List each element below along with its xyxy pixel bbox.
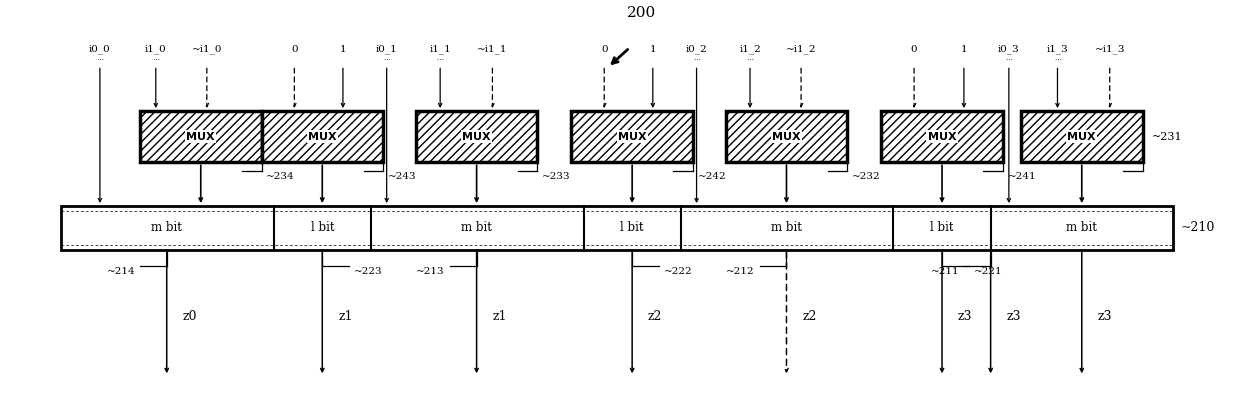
Text: ~231: ~231 [1152, 132, 1183, 142]
Text: ~213: ~213 [417, 267, 445, 276]
Text: 1: 1 [340, 44, 346, 54]
Text: m bit: m bit [1066, 221, 1097, 234]
Text: ~243: ~243 [388, 172, 417, 181]
Bar [262, 111, 383, 162]
Text: MUX: MUX [308, 132, 336, 142]
Text: l bit: l bit [930, 221, 954, 234]
Text: 1: 1 [961, 44, 967, 54]
Text: ~210: ~210 [1180, 221, 1215, 234]
Text: 1: 1 [650, 44, 656, 54]
Text: z1: z1 [492, 310, 507, 323]
Text: ~234: ~234 [267, 172, 295, 181]
Text: ~222: ~222 [663, 267, 692, 276]
Text: m bit: m bit [151, 221, 182, 234]
Text: z0: z0 [182, 310, 197, 323]
Text: i0_2: i0_2 [686, 44, 708, 54]
Text: ~211: ~211 [930, 267, 959, 276]
Text: …: … [436, 55, 444, 61]
Text: ~223: ~223 [353, 267, 382, 276]
Text: ~242: ~242 [698, 172, 727, 181]
Text: ~i1_1: ~i1_1 [477, 44, 507, 54]
Bar [415, 111, 537, 162]
Text: …: … [693, 55, 701, 61]
Bar [140, 111, 262, 162]
Bar [882, 111, 1003, 162]
Text: ~212: ~212 [727, 267, 755, 276]
Bar [415, 111, 537, 162]
Text: MUX: MUX [1068, 132, 1096, 142]
Text: i0_1: i0_1 [376, 44, 398, 54]
Bar [1021, 111, 1142, 162]
Bar [1021, 111, 1142, 162]
Text: MUX: MUX [928, 132, 956, 142]
Text: m bit: m bit [461, 221, 492, 234]
Bar [725, 111, 847, 162]
Text: z3: z3 [957, 310, 972, 323]
Text: z3: z3 [1007, 310, 1021, 323]
Text: 0: 0 [291, 44, 298, 54]
Text: …: … [746, 55, 754, 61]
Text: ~233: ~233 [542, 172, 570, 181]
Text: i1_3: i1_3 [1047, 44, 1069, 54]
Bar [882, 111, 1003, 162]
Bar [140, 111, 262, 162]
Text: z2: z2 [649, 310, 662, 323]
Text: z1: z1 [339, 310, 352, 323]
Bar [725, 111, 847, 162]
Text: …: … [383, 55, 391, 61]
Text: …: … [97, 55, 103, 61]
Text: i1_1: i1_1 [429, 44, 451, 54]
Text: m bit: m bit [771, 221, 802, 234]
Text: z3: z3 [1097, 310, 1112, 323]
Bar [572, 111, 693, 162]
Text: 0: 0 [601, 44, 608, 54]
Text: ~i1_2: ~i1_2 [786, 44, 816, 54]
Text: ~241: ~241 [1008, 172, 1037, 181]
Text: MUX: MUX [463, 132, 491, 142]
Text: MUX: MUX [773, 132, 801, 142]
Text: i0_3: i0_3 [998, 44, 1019, 54]
Text: i0_0: i0_0 [89, 44, 110, 54]
Bar [61, 206, 1173, 250]
Text: l bit: l bit [310, 221, 334, 234]
Text: ~214: ~214 [107, 267, 135, 276]
Text: 200: 200 [627, 6, 656, 20]
Text: ~232: ~232 [852, 172, 880, 181]
Text: z2: z2 [802, 310, 817, 323]
Bar [262, 111, 383, 162]
Text: …: … [153, 55, 159, 61]
Bar [572, 111, 693, 162]
Text: l bit: l bit [620, 221, 644, 234]
Text: ~i1_0: ~i1_0 [192, 44, 222, 54]
Text: ~221: ~221 [973, 267, 1002, 276]
Text: MUX: MUX [618, 132, 646, 142]
Text: MUX: MUX [186, 132, 215, 142]
Text: i1_2: i1_2 [739, 44, 761, 54]
Text: …: … [1054, 55, 1061, 61]
Text: …: … [1006, 55, 1012, 61]
Text: i1_0: i1_0 [145, 44, 166, 54]
Text: 0: 0 [910, 44, 918, 54]
Text: ~i1_3: ~i1_3 [1095, 44, 1125, 54]
